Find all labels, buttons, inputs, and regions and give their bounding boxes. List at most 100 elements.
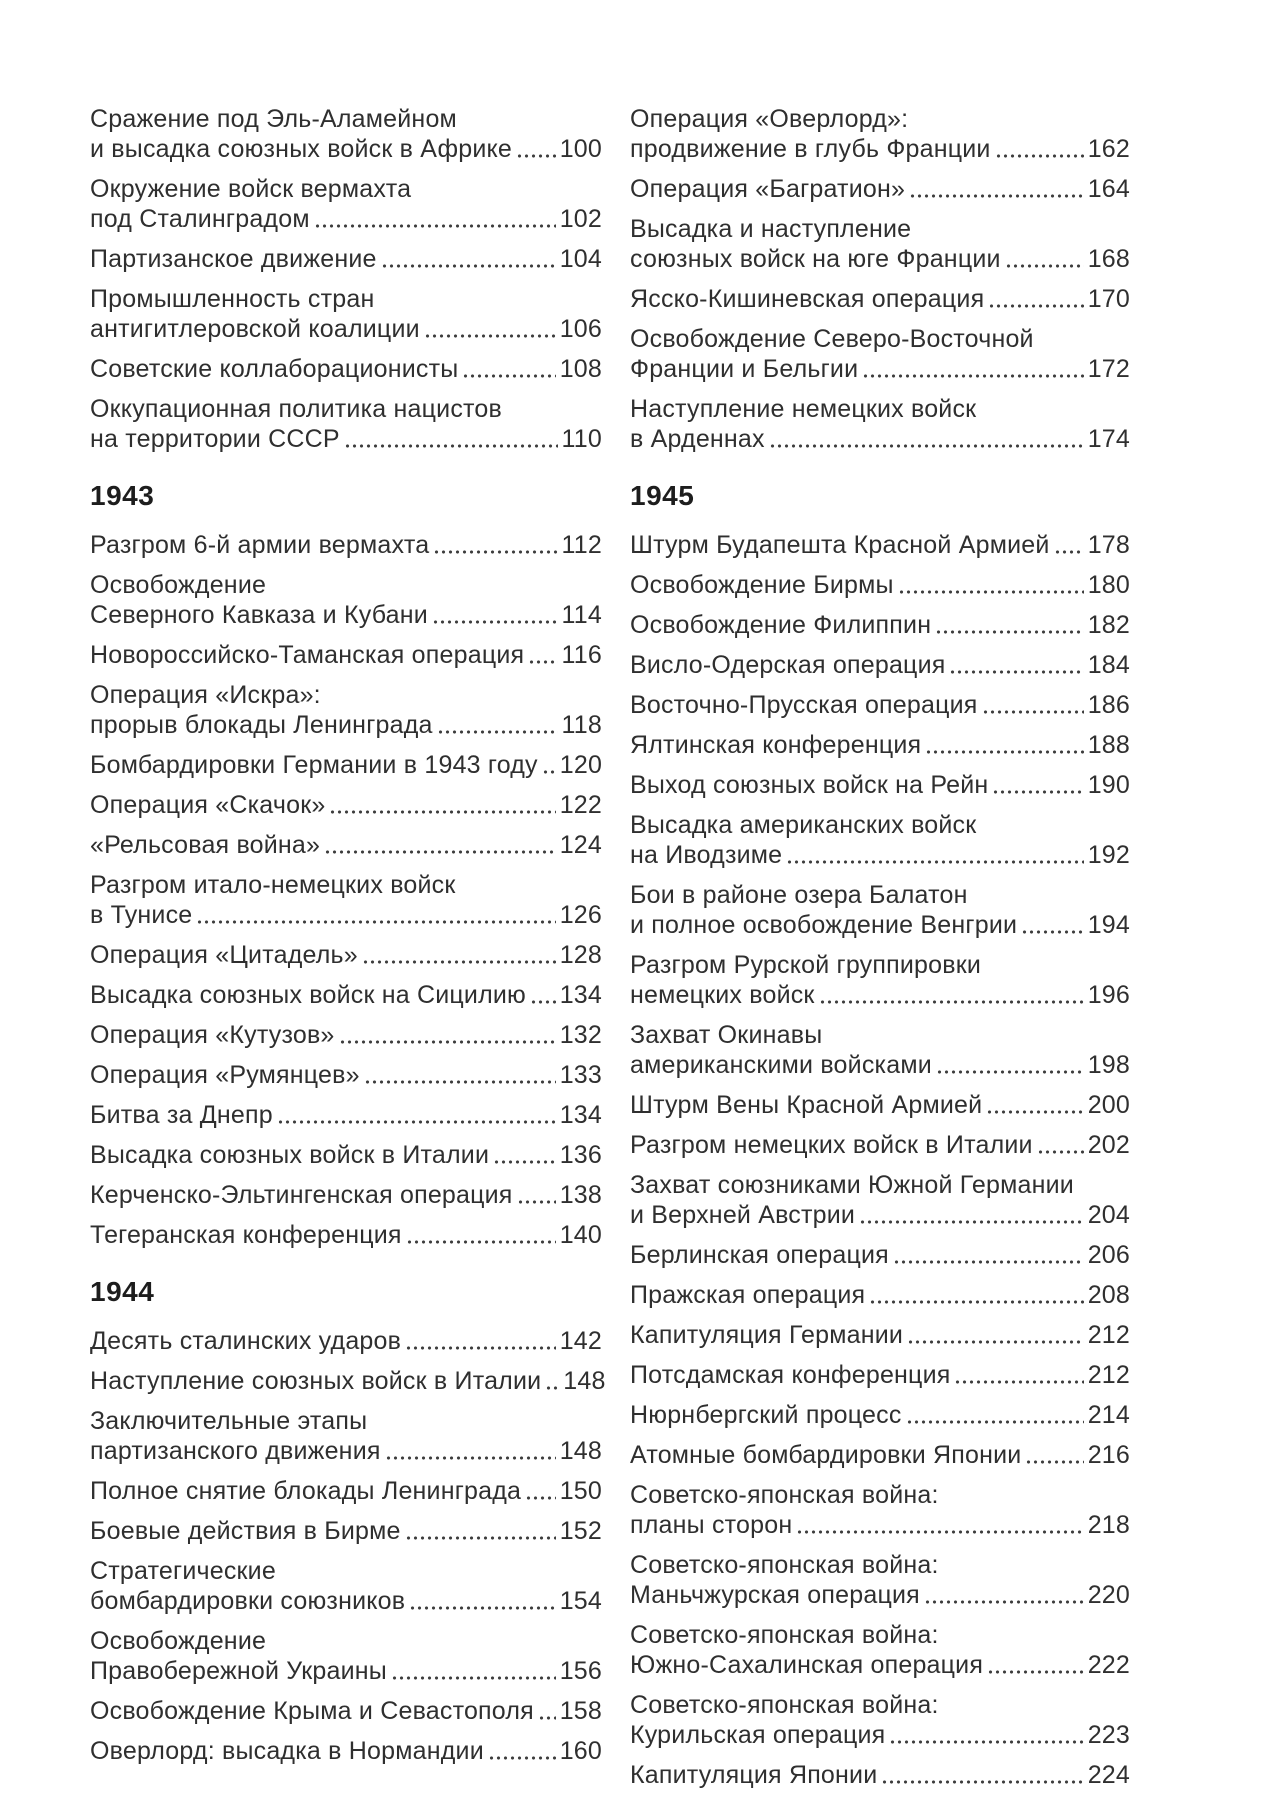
toc-dot-leader: [923, 1580, 1084, 1610]
toc-page-number: 198: [1087, 1051, 1130, 1079]
toc-entry-line: Штурм Будапешта Красной Армией 178: [630, 530, 1130, 560]
toc-dot-leader: [384, 1436, 556, 1466]
toc-entry-line: Промышленность стран: [90, 284, 602, 314]
toc-entry-line: Операция «Цитадель» 128: [90, 940, 602, 970]
toc-entry-line: Разгром Рурской группировки: [630, 950, 1130, 980]
toc-entry: Захват союзниками Южной Германии и Верхне…: [630, 1170, 1130, 1230]
toc-entry-text: Наступление немецких войск: [630, 395, 977, 423]
toc-page-number: 196: [1087, 981, 1130, 1009]
toc-dot-leader: [405, 1326, 556, 1356]
toc-entry: Полное снятие блокады Ленинграда 150: [90, 1476, 602, 1506]
toc-page-number: 124: [559, 831, 602, 859]
toc-entry: Операция «Румянцев» 133: [90, 1060, 602, 1090]
toc-dot-leader: [361, 940, 556, 970]
toc-entry-line: Керченско-Эльтингенская операция 138: [90, 1180, 602, 1210]
toc-dot-leader: [869, 1280, 1084, 1310]
toc-entry-line: Разгром немецких войск в Италии 202: [630, 1130, 1130, 1160]
toc-year-header: 1944: [90, 1276, 155, 1307]
toc-entry-text: Советско-японская война:: [630, 1691, 939, 1719]
toc-entry-line: и Верхней Австрии 204: [630, 1200, 1130, 1230]
toc-entry-line: Разгром 6-й армии вермахта 112: [90, 530, 602, 560]
toc-entry-text: Операция «Багратион»: [630, 175, 906, 203]
toc-entry-text: Партизанское движение: [90, 245, 377, 273]
toc-entry-text: Бои в районе озера Балатон: [630, 881, 968, 909]
toc-entry: Советско-японская война: Южно-Сахалинская…: [630, 1620, 1130, 1680]
toc-entry: Освобождение Крыма и Севастополя 158: [90, 1696, 602, 1726]
toc-entry-text: Атомные бомбардировки Японии: [630, 1441, 1022, 1469]
toc-page-number: 192: [1087, 841, 1130, 869]
toc-dot-leader: [380, 244, 556, 274]
toc-entry-text: Потсдамская конференция: [630, 1361, 951, 1389]
toc-page-number: 182: [1087, 611, 1130, 639]
toc-entry-text: Маньчжурская операция: [630, 1581, 920, 1609]
toc-entry-line: Правобережной Украины 156: [90, 1656, 602, 1686]
toc-entry-text: бомбардировки союзников: [90, 1587, 406, 1615]
toc-entry: Окружение войск вермахта под Сталинградом…: [90, 174, 602, 234]
toc-entry-line: Наступление немецких войск: [630, 394, 1130, 424]
toc-entry-line: Бомбардировки Германии в 1943 году 120: [90, 750, 602, 780]
toc-year-header: 1945: [630, 480, 695, 511]
toc-entry: Операция «Искра»: прорыв блокады Ленингра…: [90, 680, 602, 740]
toc-page-number: 156: [559, 1657, 602, 1685]
toc-entry-line: Заключительные этапы: [90, 1406, 602, 1436]
toc-entry: Высадка союзных войск в Италии 136: [90, 1140, 602, 1170]
toc-page-number: 222: [1087, 1651, 1130, 1679]
toc-page-number: 148: [559, 1437, 602, 1465]
toc-entry-line: антигитлеровской коалиции 106: [90, 314, 602, 344]
toc-dot-leader: [343, 424, 558, 454]
toc-entry-line: Захват союзниками Южной Германии: [630, 1170, 1130, 1200]
toc-entry-text: Штурм Будапешта Красной Армией: [630, 531, 1050, 559]
toc-entry-line: планы сторон 218: [630, 1510, 1130, 1540]
toc-dot-leader: [1025, 1440, 1084, 1470]
toc-dot-leader: [907, 1320, 1084, 1350]
toc-page-number: 208: [1087, 1281, 1130, 1309]
toc-page-number: 128: [559, 941, 602, 969]
toc-page-number: 174: [1087, 425, 1130, 453]
toc-entry-line: Партизанское движение 104: [90, 244, 602, 274]
toc-dot-leader: [487, 1736, 556, 1766]
toc-entry-line: Высадка союзных войск на Сицилию 134: [90, 980, 602, 1010]
toc-entry-text: Полное снятие блокады Ленинграда: [90, 1477, 522, 1505]
toc-entry-text: Заключительные этапы: [90, 1407, 368, 1435]
toc-entry-text: Северного Кавказа и Кубани: [90, 601, 428, 629]
toc-entry: Оккупационная политика нацистов на террит…: [90, 394, 602, 454]
toc-entry-text: американскими войсками: [630, 1051, 932, 1079]
toc-entry-line: Капитуляция Японии 224: [630, 1760, 1130, 1790]
toc-entry: Сражение под Эль-Аламейном и высадка союз…: [90, 104, 602, 164]
toc-entry-line: Капитуляция Германии 212: [630, 1320, 1130, 1350]
toc-page-number: 218: [1087, 1511, 1130, 1539]
toc-dot-leader: [431, 600, 558, 630]
toc-entry-text: и высадка союзных войск в Африке: [90, 135, 513, 163]
toc-entry: Освобождение Северо-Восточной Франции и Б…: [630, 324, 1130, 384]
toc-entry-line: Высадка американских войск: [630, 810, 1130, 840]
toc-dot-leader: [1053, 530, 1084, 560]
toc-entry-line: Потсдамская конференция 212: [630, 1360, 1130, 1390]
toc-entry-line: Выход союзных войск на Рейн 190: [630, 770, 1130, 800]
toc-entry-line: продвижение в глубь Франции 162: [630, 134, 1130, 164]
toc-entry-line: Операция «Скачок» 122: [90, 790, 602, 820]
toc-entry: Оверлорд: высадка в Нормандии 160: [90, 1736, 602, 1766]
toc-dot-leader: [530, 980, 556, 1010]
toc-column-right: Операция «Оверлорд»: продвижение в глубь …: [630, 104, 1130, 1800]
toc-entry-text: Промышленность стран: [90, 285, 375, 313]
toc-entry: Нюрнбергский процесс 214: [630, 1400, 1130, 1430]
toc-entry-text: Нюрнбергский процесс: [630, 1401, 902, 1429]
toc-dot-leader: [516, 1180, 556, 1210]
toc-dot-leader: [493, 1140, 556, 1170]
toc-entry-line: Советско-японская война:: [630, 1550, 1130, 1580]
toc-page-number: 224: [1087, 1761, 1130, 1789]
toc-entry-text: Высадка и наступление: [630, 215, 912, 243]
toc-dot-leader: [988, 284, 1084, 314]
toc-entry-line: на Иводзиме 192: [630, 840, 1130, 870]
toc-entry-line: Северного Кавказа и Кубани 114: [90, 600, 602, 630]
toc-entry-text: Захват союзниками Южной Германии: [630, 1171, 1074, 1199]
toc-entry-line: Восточно-Прусская операция 186: [630, 690, 1130, 720]
toc-entry: Наступление союзных войск в Италии 148: [90, 1366, 605, 1396]
toc-entry-text: Южно-Сахалинская операция: [630, 1651, 984, 1679]
toc-dot-leader: [462, 354, 556, 384]
toc-entry-line: на территории СССР 110: [90, 424, 602, 454]
toc-dot-leader: [404, 1516, 556, 1546]
toc-dot-leader: [905, 1400, 1084, 1430]
toc-entry-line: Советские коллаборационисты 108: [90, 354, 602, 384]
